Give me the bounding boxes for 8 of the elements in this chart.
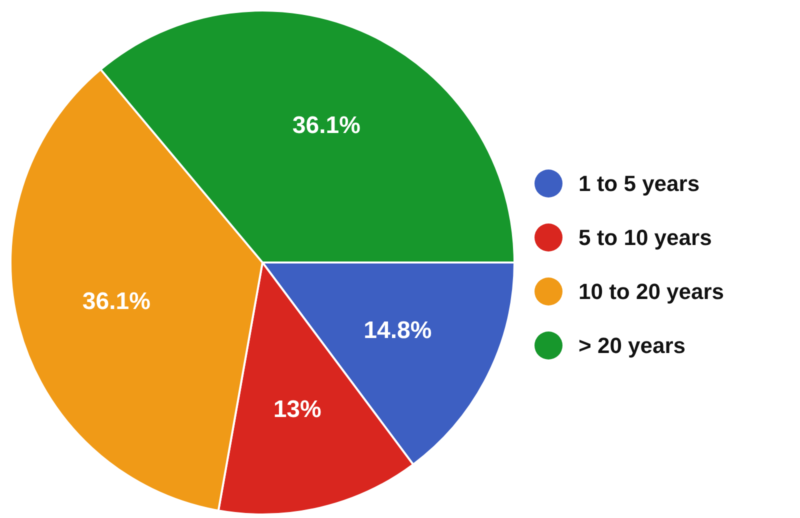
data-label: 14.8% [364,316,432,344]
legend-label: 10 to 20 years [578,279,724,304]
data-label: 36.1% [82,288,150,315]
legend-label: > 20 years [578,333,686,358]
legend-label: 1 to 5 years [578,171,700,196]
data-label: 36.1% [292,112,360,139]
data-label: 13% [273,396,322,424]
legend-label: 5 to 10 years [578,225,712,250]
